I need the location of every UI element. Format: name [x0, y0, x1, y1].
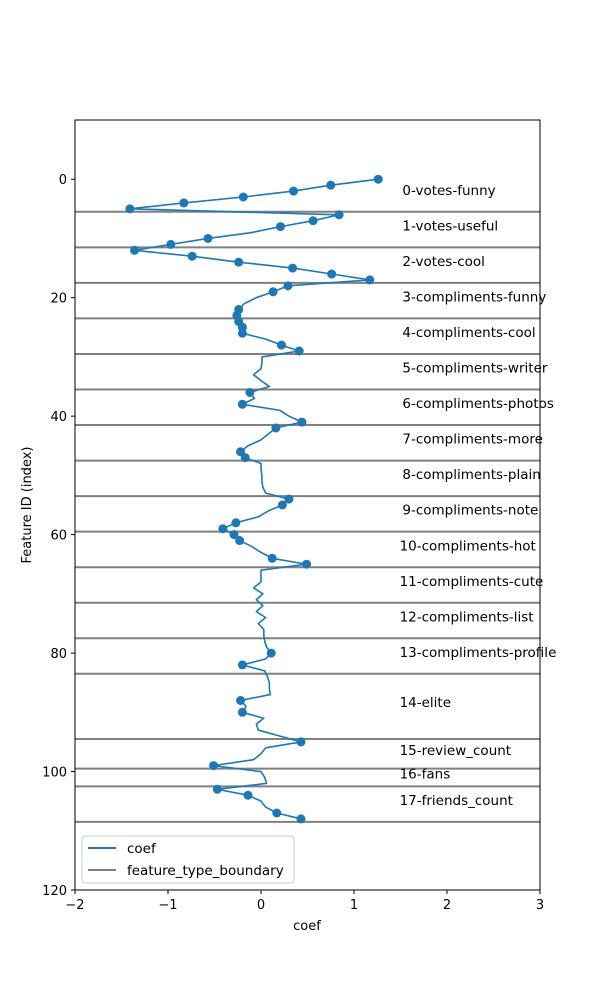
coef-marker-26	[237, 328, 247, 338]
coef-marker-19	[268, 287, 278, 297]
x-tick-label-4: 2	[443, 898, 451, 913]
y-tick-label-2: 40	[50, 410, 67, 425]
feature-annotations: 0-votes-funny 1-votes-useful 2-votes-cool 3…	[400, 183, 557, 809]
coef-marker-2	[289, 186, 299, 196]
coef-marker-3	[238, 192, 248, 202]
x-tick-label-2: 0	[257, 898, 265, 913]
legend-boundary-label: feature_type_boundary	[127, 863, 284, 879]
annotation-9: 9-compliments-note	[402, 503, 538, 519]
y-axis-label: Feature ID (index)	[20, 447, 35, 564]
coef-marker-1	[326, 180, 336, 190]
coef-marker-11	[166, 239, 176, 249]
annotation-15: 15-review_count	[400, 743, 512, 759]
coef-marker-90	[237, 707, 247, 717]
coef-marker-80	[266, 648, 276, 658]
annotation-1: 1-votes-useful	[402, 218, 498, 234]
annotation-17: 17-friends_count	[400, 793, 513, 809]
coef-marker-54	[284, 494, 294, 504]
coef-marker-64	[267, 553, 277, 563]
coef-marker-17	[365, 275, 375, 285]
y-tick-label-3: 60	[50, 529, 67, 544]
y-tick-label-4: 80	[50, 647, 67, 662]
coef-marker-108	[296, 814, 306, 824]
annotation-5: 5-compliments-writer	[402, 361, 548, 377]
annotation-14: 14-elite	[400, 695, 451, 711]
legend-box	[81, 835, 295, 884]
annotation-10: 10-compliments-hot	[400, 538, 536, 554]
x-tick-label-3: 1	[350, 898, 358, 913]
coef-marker-5	[125, 204, 135, 214]
coef-marker-107	[272, 808, 282, 818]
coef-marker-95	[296, 737, 306, 747]
legend-coef-label: coef	[127, 841, 157, 857]
coef-marker-99	[209, 761, 219, 771]
x-tick-label-1: −1	[158, 898, 177, 913]
coef-marker-59	[218, 524, 228, 534]
coef-marker-16	[327, 269, 337, 279]
coef-marker-15	[288, 263, 298, 273]
coef-marker-38	[237, 399, 247, 409]
coef-marker-14	[234, 257, 244, 267]
coef-marker-28	[276, 340, 286, 350]
coef-markers	[125, 174, 383, 824]
annotation-8: 8-compliments-plain	[402, 467, 540, 483]
annotation-11: 11-compliments-cute	[400, 574, 544, 590]
y-tick-label-5: 100	[42, 766, 67, 781]
coef-marker-7	[308, 216, 318, 226]
coef-marker-18	[283, 281, 293, 291]
coef-marker-42	[271, 423, 281, 433]
coef-marker-60	[229, 530, 239, 540]
x-tick-label-0: −2	[65, 898, 84, 913]
coef-marker-36	[245, 387, 255, 397]
coef-marker-103	[212, 784, 222, 794]
coef-marker-0	[373, 174, 383, 184]
annotation-12: 12-compliments-list	[400, 609, 534, 625]
annotation-7: 7-compliments-more	[402, 432, 543, 448]
annotation-13: 13-compliments-profile	[400, 645, 557, 661]
coef-marker-8	[276, 222, 286, 232]
coef-marker-82	[237, 660, 247, 670]
coef-marker-58	[231, 518, 241, 528]
y-tick-label-6: 120	[42, 884, 67, 899]
annotation-16: 16-fans	[400, 766, 451, 782]
x-tick-label-5: 3	[536, 898, 544, 913]
annotation-0: 0-votes-funny	[402, 183, 495, 199]
coef-marker-88	[236, 695, 246, 705]
coef-marker-4	[179, 198, 189, 208]
y-axis: 0 20 40 60 80 100 120	[42, 173, 75, 899]
annotation-2: 2-votes-cool	[402, 254, 485, 270]
x-axis-label: coef	[293, 919, 321, 934]
annotation-6: 6-compliments-photos	[402, 396, 554, 412]
coef-marker-104	[243, 790, 253, 800]
coef-marker-6	[334, 210, 344, 220]
annotation-4: 4-compliments-cool	[402, 325, 535, 341]
annotation-3: 3-compliments-funny	[402, 290, 546, 306]
plot-frame	[74, 119, 541, 891]
coef-marker-13	[187, 251, 197, 261]
legend: coef feature_type_boundary	[81, 835, 295, 884]
coef-marker-65	[302, 559, 312, 569]
y-tick-label-1: 20	[50, 292, 67, 307]
coef-marker-29	[294, 346, 304, 356]
coef-marker-41	[297, 417, 307, 427]
y-tick-label-0: 0	[59, 173, 67, 188]
coef-marker-10	[203, 233, 213, 243]
coef-marker-47	[240, 453, 250, 463]
coef-marker-61	[235, 536, 245, 546]
x-axis: −2 −1 0 1 2 3	[65, 890, 544, 913]
coef-marker-12	[130, 245, 140, 255]
coef-marker-55	[277, 500, 287, 510]
